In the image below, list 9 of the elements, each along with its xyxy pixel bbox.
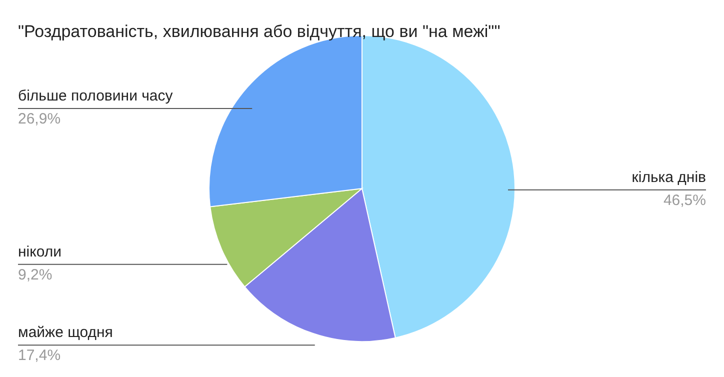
slice-label: кілька днів (632, 168, 706, 186)
data-label: 9,2% (18, 266, 52, 284)
slice-label: більше половини часу (18, 88, 174, 105)
chart-title: "Роздратованість, хвилювання або відчуття, що ви "на межі"" (18, 22, 500, 41)
data-label: 17,4% (18, 347, 61, 364)
slice-label: майже щодня (18, 324, 113, 342)
data-label: 26,9% (18, 110, 61, 128)
data-label: 46,5% (663, 192, 706, 209)
slice-label: ніколи (18, 243, 62, 260)
